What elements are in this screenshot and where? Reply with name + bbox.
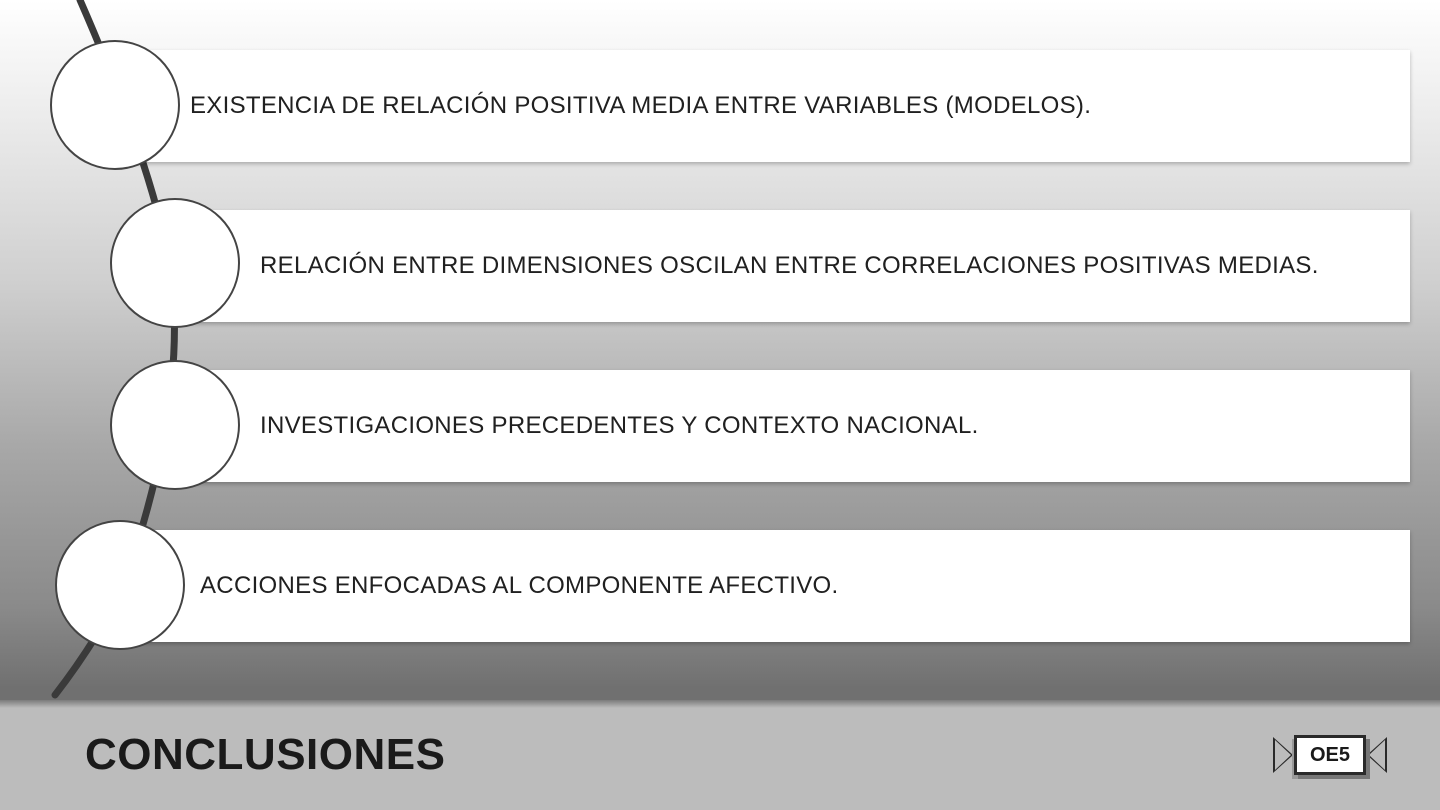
item-circle-icon: [110, 360, 240, 490]
item-circle-icon: [55, 520, 185, 650]
item-text: RELACIÓN ENTRE DIMENSIONES OSCILAN ENTRE…: [260, 251, 1319, 281]
item-bar: INVESTIGACIONES PRECEDENTES Y CONTEXTO N…: [170, 370, 1410, 482]
badge-ribbon-right-icon: [1367, 737, 1387, 773]
item-text: ACCIONES ENFOCADAS AL COMPONENTE AFECTIV…: [200, 571, 839, 601]
item-text: EXISTENCIA DE RELACIÓN POSITIVA MEDIA EN…: [190, 91, 1091, 121]
badge-ribbon-left-icon: [1273, 737, 1293, 773]
footer: CONCLUSIONES OE5: [0, 700, 1440, 810]
item-bar: RELACIÓN ENTRE DIMENSIONES OSCILAN ENTRE…: [170, 210, 1410, 322]
item-circle-icon: [110, 198, 240, 328]
content-area: EXISTENCIA DE RELACIÓN POSITIVA MEDIA EN…: [0, 0, 1440, 700]
footer-title: CONCLUSIONES: [85, 730, 445, 780]
item-bar: EXISTENCIA DE RELACIÓN POSITIVA MEDIA EN…: [120, 50, 1410, 162]
badge-label: OE5: [1294, 735, 1366, 775]
slide: EXISTENCIA DE RELACIÓN POSITIVA MEDIA EN…: [0, 0, 1440, 810]
item-bar: ACCIONES ENFOCADAS AL COMPONENTE AFECTIV…: [120, 530, 1410, 642]
badge: OE5: [1275, 727, 1385, 783]
item-text: INVESTIGACIONES PRECEDENTES Y CONTEXTO N…: [260, 411, 979, 441]
item-circle-icon: [50, 40, 180, 170]
